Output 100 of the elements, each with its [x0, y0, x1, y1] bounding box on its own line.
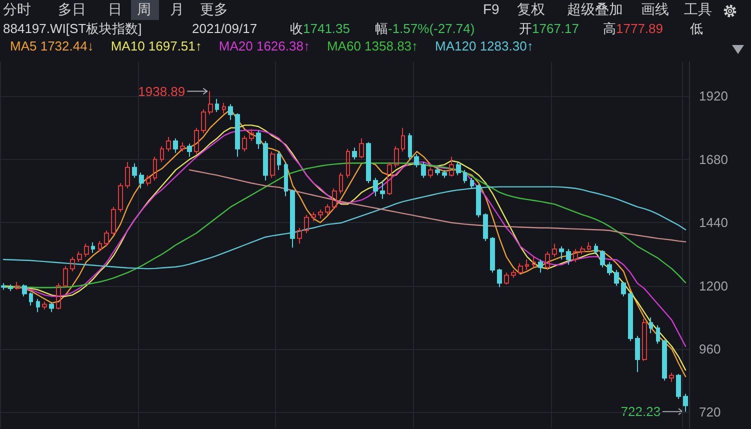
candlestick	[414, 154, 419, 168]
y-tick-label: 960	[699, 342, 721, 357]
candlestick	[270, 151, 275, 178]
candlestick	[173, 138, 178, 154]
candlestick	[284, 162, 288, 197]
candlestick	[394, 146, 399, 168]
candlestick	[208, 90, 213, 116]
candlestick	[683, 393, 688, 412]
candlestick	[104, 230, 109, 247]
text: 超级叠加	[567, 1, 623, 17]
candlestick	[277, 151, 281, 170]
candlestick	[98, 240, 102, 252]
candlestick	[545, 251, 550, 271]
candlestick	[366, 142, 371, 184]
text: MA60 1358.83↑	[326, 38, 418, 54]
candlestick	[311, 212, 316, 222]
candlestick	[194, 127, 199, 155]
candlestick	[566, 248, 571, 266]
candlestick	[635, 335, 640, 373]
annotation: 1938.89	[138, 84, 186, 99]
candlestick	[532, 256, 536, 268]
text: 2021/09/17	[192, 21, 258, 36]
candlestick	[387, 162, 392, 196]
candlestick	[49, 302, 54, 313]
candlestick	[146, 174, 151, 186]
candlestick	[325, 204, 330, 216]
candlestick	[456, 162, 461, 176]
chart-title: 884197.WI[ST板块指数]	[3, 21, 142, 36]
text: 多日	[58, 1, 86, 17]
candlestick	[228, 104, 233, 120]
candlestick	[36, 298, 40, 313]
text: 开1767.17	[519, 21, 579, 36]
text: F9	[483, 1, 500, 17]
text: 高1777.89	[603, 21, 663, 36]
candlestick	[587, 242, 591, 251]
candlestick	[552, 243, 557, 258]
candlestick	[15, 281, 20, 290]
candlestick	[518, 262, 523, 274]
candlestick	[408, 132, 412, 160]
text: 日	[108, 1, 122, 17]
text: MA20 1626.38↑	[218, 38, 310, 54]
candlestick	[8, 284, 13, 292]
text: 画线	[641, 1, 669, 17]
candlestick	[607, 262, 612, 276]
candlestick	[559, 246, 564, 260]
candlestick	[511, 270, 516, 278]
candlestick	[139, 172, 144, 189]
text: 复权	[517, 1, 545, 17]
candlestick	[428, 166, 433, 178]
candlestick	[297, 227, 302, 244]
text: 更多	[200, 1, 228, 17]
candlestick	[318, 208, 323, 220]
candlestick	[29, 292, 33, 306]
text: 周	[137, 1, 151, 17]
candlestick	[373, 177, 378, 197]
candlestick	[401, 127, 405, 152]
candlestick	[525, 258, 529, 271]
y-tick-label: 1920	[699, 88, 728, 104]
candlestick	[504, 272, 509, 285]
text: MA5 1732.44↓	[10, 38, 94, 54]
text: 幅-1.57%(-27.74)	[375, 21, 475, 36]
text: 低	[690, 21, 703, 36]
candlestick	[490, 236, 495, 274]
candlestick	[166, 136, 171, 152]
candlestick	[339, 172, 343, 194]
candlestick	[304, 214, 309, 234]
candlestick	[222, 102, 226, 114]
candlestick	[249, 128, 254, 142]
candlestick	[497, 268, 502, 288]
candlestick	[463, 169, 467, 184]
candlestick	[580, 246, 585, 255]
candlestick	[22, 284, 27, 297]
candlestick	[332, 188, 337, 210]
candlestick	[483, 212, 488, 242]
candlestick	[649, 316, 653, 334]
candlestick	[153, 156, 157, 181]
candlestick	[435, 166, 440, 176]
candlestick	[187, 143, 192, 158]
text: 月	[170, 1, 184, 17]
line-series	[188, 169, 686, 242]
candlestick	[63, 266, 68, 288]
candlestick	[380, 180, 385, 200]
candlestick	[621, 281, 626, 297]
candlestick	[84, 243, 89, 258]
candlestick	[70, 256, 75, 272]
candlestick	[656, 324, 660, 344]
candlestick	[125, 162, 130, 189]
candlestick	[346, 148, 350, 178]
text: MA120 1283.30↑	[435, 38, 534, 54]
candlestick	[628, 292, 633, 342]
candlestick	[662, 339, 667, 382]
candlestick	[91, 242, 95, 254]
candlestick	[676, 374, 681, 400]
candlestick	[77, 251, 82, 263]
candlestick	[642, 318, 647, 362]
candlestick	[1, 282, 6, 290]
y-tick-label: 1680	[699, 152, 728, 167]
candlestick	[263, 140, 268, 181]
candlestick	[614, 270, 619, 286]
candlestick	[600, 250, 605, 268]
